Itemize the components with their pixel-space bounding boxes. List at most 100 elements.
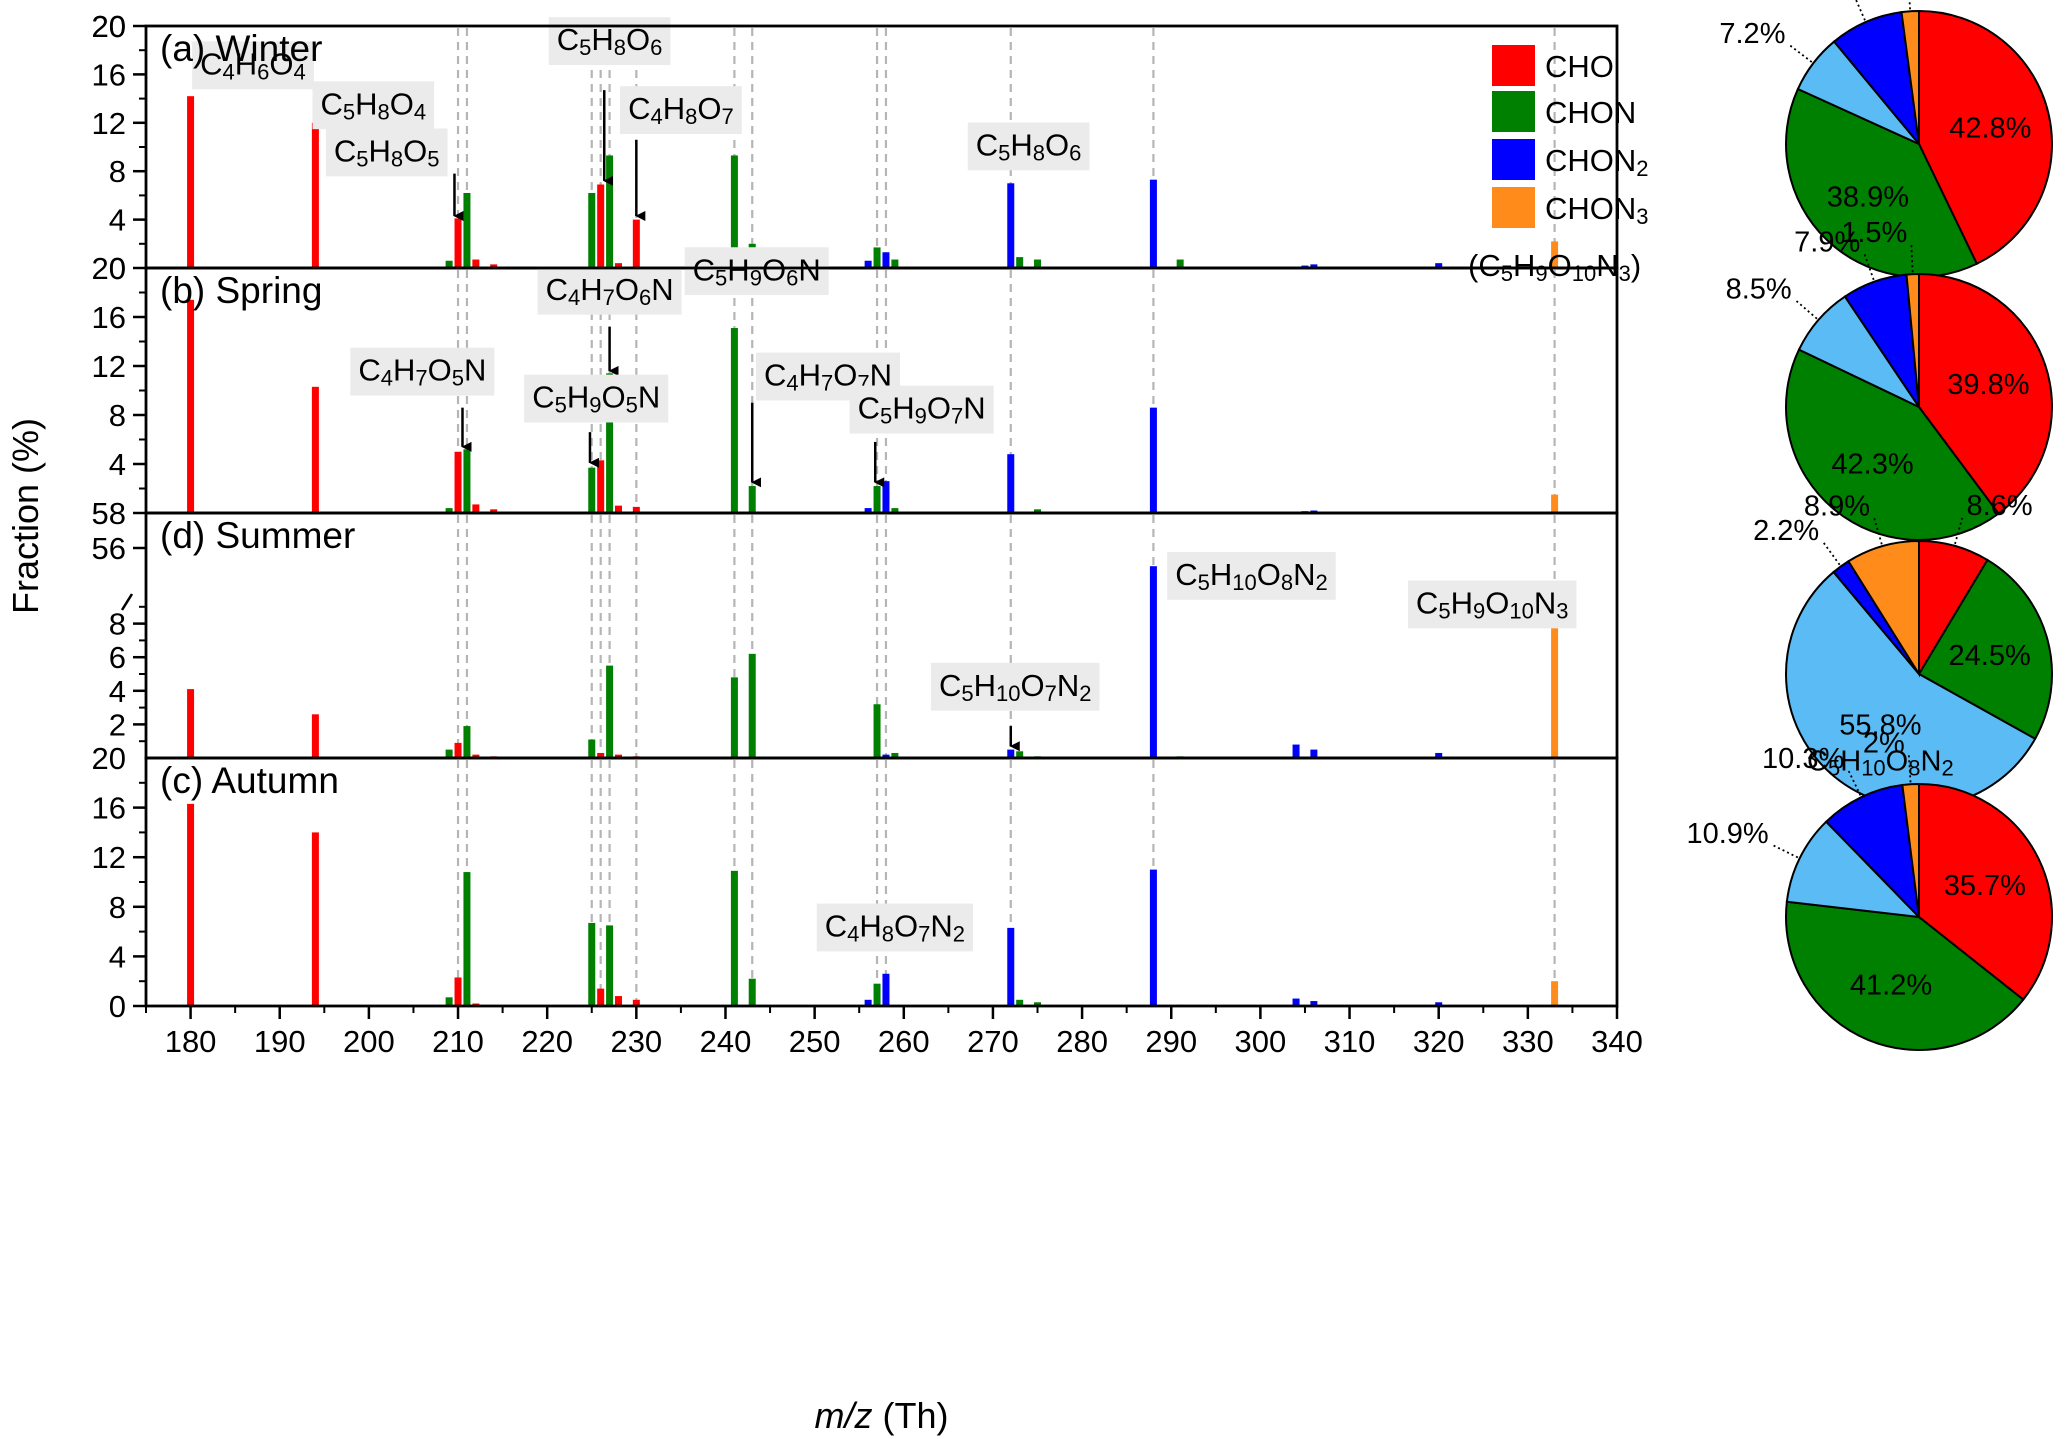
bar-mz-288 xyxy=(1149,179,1157,268)
legend-label: CHO xyxy=(1545,49,1614,84)
bar-mz-194 xyxy=(311,122,319,268)
pie-slice xyxy=(1785,820,1922,919)
bar-mz-230 xyxy=(632,999,640,1006)
pie-label: 42.3% xyxy=(1831,449,1913,481)
y-tick-label: 16 xyxy=(92,791,126,826)
bar-mz-258 xyxy=(882,252,890,268)
bar-mz-258 xyxy=(882,481,890,513)
pie-leader xyxy=(1795,299,1818,320)
y-tick-label: 12 xyxy=(92,106,126,141)
pie-label: 24.5% xyxy=(1949,640,2031,672)
annotation-3: C5H9O6N xyxy=(684,247,829,296)
panel-2: 4 8 12 16 20 C4H7O5N C4H7O6N C5H9O6N C5H9O5N C4H7… xyxy=(92,247,1619,515)
bar-mz-180 xyxy=(187,96,195,269)
y-tick-label: 4 xyxy=(109,939,126,974)
bar-mz-227 xyxy=(606,925,614,1006)
annotation-4: C5H9O5N xyxy=(524,374,669,468)
pie-label: 8.5% xyxy=(1726,273,1792,305)
y-tick-label: 56 xyxy=(92,531,126,566)
bar-mz-210 xyxy=(454,742,462,758)
x-tick-label: 290 xyxy=(1145,1024,1197,1059)
bar-mz-209 xyxy=(445,997,453,1006)
y-tick-label: 8 xyxy=(109,398,126,433)
pie-label: 2.2% xyxy=(1753,515,1819,547)
pie-label: 10.3% xyxy=(1762,743,1844,775)
pie-leader xyxy=(1772,844,1799,859)
pie-2: 39.8% 42.3% 8.5%7.9%1.5% xyxy=(1726,217,2053,541)
bar-mz-226 xyxy=(597,184,605,268)
annotation-label: C5H8O6 xyxy=(976,127,1082,165)
bar-mz-230 xyxy=(632,219,640,268)
pie-sublabel: C5H10O8N2 xyxy=(1807,745,1954,780)
legend-label: CHON3 xyxy=(1545,191,1649,229)
panel-title: (b) Spring xyxy=(160,270,322,311)
bar-mz-210 xyxy=(454,977,462,1006)
bar-mz-227 xyxy=(606,155,614,268)
pie-4: 35.7% 41.2% 10.9% 10.3% 2% xyxy=(1686,727,2053,1051)
bar-mz-259 xyxy=(891,508,899,513)
bar-mz-210 xyxy=(454,451,462,513)
bar-mz-211 xyxy=(463,192,471,268)
x-tick-label: 310 xyxy=(1324,1024,1376,1059)
bar-mz-212 xyxy=(472,259,480,268)
y-tick-label: 20 xyxy=(92,9,126,44)
bar-mz-256 xyxy=(864,508,872,513)
bar-mz-258 xyxy=(882,754,890,758)
annotation-2: C5H8O4 xyxy=(312,81,435,130)
x-tick-label: 280 xyxy=(1056,1024,1108,1059)
pie-leader xyxy=(1788,44,1813,63)
legend-swatch xyxy=(1492,45,1535,86)
annotation-box xyxy=(1167,551,1336,600)
y-tick-label: 0 xyxy=(109,251,126,286)
bar-mz-230 xyxy=(632,506,640,513)
annotation-5: C4H8O7 xyxy=(620,86,742,221)
bar-mz-228 xyxy=(615,505,623,513)
y-tick-label: 4 xyxy=(109,203,126,238)
pie-slice xyxy=(1918,782,2053,1002)
bar-mz-257 xyxy=(873,704,881,758)
pie-3: 8.6% 24.5% 55.8% C5H10O8N2 2.2%8.9% xyxy=(1753,490,2053,808)
annotation-6: C5H8O6 xyxy=(967,122,1090,171)
bar-mz-320 xyxy=(1435,1002,1443,1006)
annotation-box xyxy=(350,347,495,396)
bar-mz-243 xyxy=(748,486,756,513)
pie-label: 41.2% xyxy=(1850,970,1932,1002)
x-tick-label: 190 xyxy=(254,1024,306,1059)
annotation-label: C5H8O5 xyxy=(334,134,440,172)
bar-mz-306 xyxy=(1310,264,1318,268)
bar-mz-275 xyxy=(1034,1002,1042,1006)
y-tick-label: 4 xyxy=(109,674,126,709)
annotation-box xyxy=(620,86,742,134)
bar-mz-320 xyxy=(1435,263,1443,268)
pie-label: 2% xyxy=(1863,727,1905,759)
x-tick-label: 240 xyxy=(700,1024,752,1059)
pie-slice xyxy=(1900,9,1920,145)
bar-mz-241 xyxy=(730,677,738,758)
annotation-1: C4H8O7N2 xyxy=(816,903,974,952)
panel-frame xyxy=(144,511,1619,760)
bar-mz-180 xyxy=(187,803,195,1006)
annotation-label: C4H8O7 xyxy=(628,91,734,129)
x-tick-label: 300 xyxy=(1235,1024,1287,1059)
annotation-label: C5H10O7N2 xyxy=(939,668,1092,706)
bar-mz-211 xyxy=(463,872,471,1006)
y-tick-label: 20 xyxy=(92,9,126,44)
bar-mz-241 xyxy=(730,870,738,1006)
annotation-label: C5H9O10N3 xyxy=(1416,586,1569,624)
bar-mz-241 xyxy=(730,328,738,513)
pie-slice xyxy=(1917,558,2053,741)
annotation-6: C5H9O7N xyxy=(849,385,994,488)
panel-title: (c) Autumn xyxy=(160,760,339,801)
y-axis-label: Fraction (%) xyxy=(5,418,46,614)
bar-mz-257 xyxy=(873,247,881,268)
bar-mz-304 xyxy=(1292,998,1300,1006)
annotation-box xyxy=(930,662,1100,711)
annotation-box xyxy=(325,128,448,177)
pie-label: 42.8% xyxy=(1949,113,2031,145)
bar-mz-225 xyxy=(588,192,596,268)
bar-mz-256 xyxy=(864,999,872,1006)
bar-mz-225 xyxy=(588,739,596,758)
legend-label: CHON2 xyxy=(1545,143,1649,181)
